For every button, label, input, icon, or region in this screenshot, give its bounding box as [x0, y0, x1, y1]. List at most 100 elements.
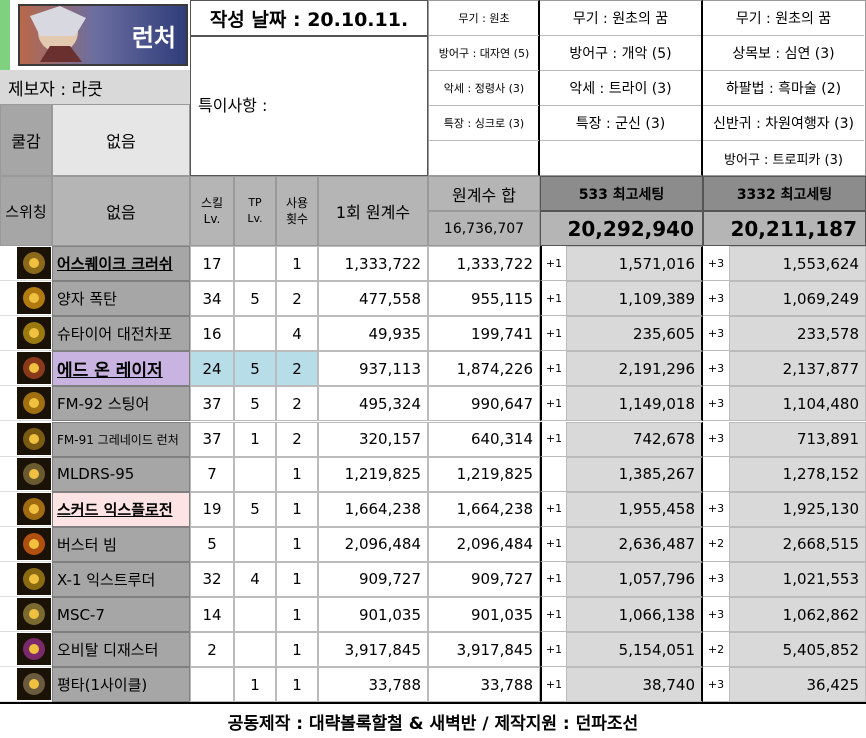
skill-name: 에드 온 레이저	[52, 351, 190, 387]
buster-beam-icon	[17, 527, 51, 560]
left-accent-bar	[0, 0, 10, 70]
skill-icon-cell	[0, 597, 52, 633]
set1-plus: +1	[540, 526, 566, 562]
creature-label: 쿨감	[0, 104, 52, 176]
once-damage: 3,917,845	[318, 632, 428, 668]
set2-damage: 1,104,480	[729, 386, 866, 422]
set2-damage: 1,553,624	[729, 246, 866, 282]
skill-name: FM-92 스팅어	[52, 386, 190, 422]
sum-damage: 1,874,226	[428, 351, 540, 387]
set1-plus: +1	[540, 316, 566, 352]
set2-damage: 1,925,130	[729, 491, 866, 527]
special-notes-label: 특이사항 :	[198, 96, 268, 115]
set1-damage: 1,057,796	[566, 561, 703, 597]
sum-damage: 955,115	[428, 281, 540, 317]
set2-plus: +2	[703, 526, 729, 562]
earthquake-icon	[17, 247, 51, 279]
skill-level: 32	[190, 561, 234, 597]
set1-plus: +1	[540, 246, 566, 282]
skill-icon-cell	[0, 667, 52, 703]
tp-level: 1	[234, 421, 276, 457]
set-col2-item: 특장 : 군신 (3)	[540, 106, 701, 141]
sum-damage: 901,035	[428, 597, 540, 633]
set-col2-item: 무기 : 원초의 꿈	[540, 1, 701, 36]
msc7-icon	[17, 598, 51, 630]
set1-plus: +1	[540, 281, 566, 317]
tp-level	[234, 632, 276, 668]
set-col3-item: 상목보 : 심연 (3)	[703, 36, 864, 71]
skill-name: 슈타이어 대전차포	[52, 316, 190, 352]
set2-damage: 36,425	[729, 667, 866, 703]
set1-plus: +1	[540, 632, 566, 668]
set-col1-item: 방어구 : 대자연 (5)	[429, 36, 539, 71]
skill-icon-cell	[0, 246, 52, 282]
use-count: 1	[276, 246, 318, 282]
skill-name: 어스퀘이크 크러쉬	[52, 246, 190, 282]
skill-level	[190, 667, 234, 703]
tp-level: 5	[234, 386, 276, 422]
tp-level	[234, 526, 276, 562]
set-col3-item: 하팔법 : 흑마술 (2)	[703, 71, 864, 106]
squad-explosion-icon	[17, 492, 51, 525]
skill-name: 양자 폭탄	[52, 281, 190, 317]
set2-total: 20,211,187	[703, 211, 866, 246]
set-col2-item: 방어구 : 개악 (5)	[540, 36, 701, 71]
set1-damage: 2,191,296	[566, 351, 703, 387]
switching-label: 스위칭	[0, 176, 52, 246]
set1-damage: 5,154,051	[566, 632, 703, 668]
ed-laser-icon	[17, 352, 51, 385]
set2-plus: +3	[703, 421, 729, 457]
skill-name: 평타(1사이클)	[52, 667, 190, 703]
set2-plus: +3	[703, 351, 729, 387]
use-count: 1	[276, 667, 318, 703]
skill-icon-cell	[0, 491, 52, 527]
tp-level: 1	[234, 667, 276, 703]
set2-plus	[703, 456, 729, 492]
set-col1-item: 악세 : 정령사 (3)	[429, 71, 539, 106]
set1-damage: 2,636,487	[566, 526, 703, 562]
once-damage: 901,035	[318, 597, 428, 633]
set2-plus: +3	[703, 667, 729, 703]
set1-damage: 235,605	[566, 316, 703, 352]
use-count: 1	[276, 456, 318, 492]
set1-damage: 38,740	[566, 667, 703, 703]
header-use-count: 사용 횟수	[276, 176, 318, 246]
set1-damage: 1,385,267	[566, 456, 703, 492]
sum-damage: 199,741	[428, 316, 540, 352]
skill-icon-cell	[0, 561, 52, 597]
skill-level: 7	[190, 456, 234, 492]
set1-plus: +1	[540, 667, 566, 703]
once-damage: 1,664,238	[318, 491, 428, 527]
skill-icon-cell	[0, 632, 52, 668]
use-count: 2	[276, 386, 318, 422]
use-count: 1	[276, 526, 318, 562]
set1-plus: +1	[540, 597, 566, 633]
banner-title: 런처	[131, 24, 176, 52]
header-skill-lv: 스킬 Lv.	[190, 176, 234, 246]
set2-plus: +3	[703, 597, 729, 633]
sum-damage: 2,096,484	[428, 526, 540, 562]
once-damage: 495,324	[318, 386, 428, 422]
set1-label: 533 최고세팅	[540, 176, 703, 211]
grenade-launcher-icon	[17, 422, 51, 455]
skill-level: 14	[190, 597, 234, 633]
orbital-disaster-icon	[17, 633, 51, 666]
skill-name: X-1 익스트루더	[52, 561, 190, 597]
set-col2: 무기 : 원초의 꿈 방어구 : 개악 (5) 악세 : 트라이 (3) 특장 …	[540, 0, 703, 176]
use-count: 2	[276, 281, 318, 317]
skill-name: 스커드 익스플로전	[52, 491, 190, 527]
set1-damage: 1,066,138	[566, 597, 703, 633]
sum-damage: 33,788	[428, 667, 540, 703]
tp-level	[234, 316, 276, 352]
once-damage: 33,788	[318, 667, 428, 703]
set1-plus: +1	[540, 386, 566, 422]
skill-icon-cell	[0, 351, 52, 387]
set1-damage: 1,109,389	[566, 281, 703, 317]
tp-level: 5	[234, 351, 276, 387]
skill-name: 버스터 빔	[52, 526, 190, 562]
sum-damage: 640,314	[428, 421, 540, 457]
reporter-strip-left	[0, 70, 190, 104]
once-damage: 320,157	[318, 421, 428, 457]
set1-total: 20,292,940	[540, 211, 703, 246]
set-col1-item: 무기 : 원초	[429, 1, 539, 36]
